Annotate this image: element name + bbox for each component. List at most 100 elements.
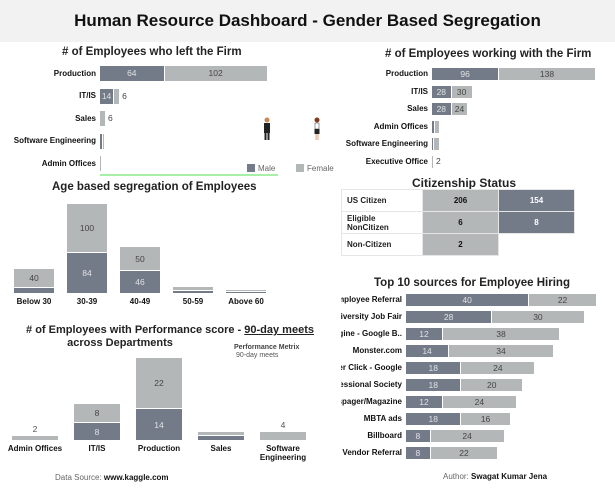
data-source: Data Source: www.kaggle.com <box>55 473 169 482</box>
legend-female-label: Female <box>307 164 334 173</box>
male-bar: 96 <box>432 68 499 80</box>
male-bar: 14 <box>100 88 114 104</box>
row-label: Production <box>385 69 428 78</box>
female-bar: 30 <box>451 85 472 98</box>
performance-title-pre: # of Employees with Performance score - <box>26 324 245 336</box>
female-bar: 6 <box>100 111 113 126</box>
female-bar: 138 <box>499 68 595 80</box>
row-label: Admin Offices <box>41 158 96 168</box>
column-label: Below 30 <box>16 297 52 306</box>
author: Author: Swagat Kumar Jena <box>443 472 547 481</box>
female-bar: 102 <box>164 66 267 81</box>
male-bar: 8 <box>74 422 120 440</box>
male-bar: 84 <box>67 252 107 293</box>
female-bar: 20 <box>461 379 523 391</box>
citizenship-table: US Citizen 206 154 Eligible NonCitizen 6 8 Non… <box>341 189 575 256</box>
performance-title-post: across <box>67 337 103 349</box>
male-bar <box>198 436 244 440</box>
row-label-box: Vendor Referral <box>341 448 402 460</box>
female-bar: 22 <box>529 294 596 306</box>
row-label: Admin Offices <box>373 121 428 131</box>
female-count: 206 <box>422 189 499 212</box>
female-bar: 22 <box>136 358 182 408</box>
female-count: 6 <box>422 211 499 234</box>
dashboard-title: Human Resource Dashboard - Gender Based … <box>0 0 615 42</box>
row-label: IT/IS <box>79 91 96 100</box>
author-label: Author: <box>443 472 472 481</box>
row-label: Pay Per Click - Google <box>341 363 402 372</box>
total-value: 2 <box>32 424 38 435</box>
female-bar <box>103 133 104 149</box>
performance-metric-filter[interactable]: 90-day meets <box>236 352 279 359</box>
row-label: IT/IS <box>411 86 428 96</box>
row-label: Professional Society <box>341 380 402 389</box>
male-bar: 28 <box>432 103 451 115</box>
citizenship-row: Eligible NonCitizen 6 8 <box>341 211 575 234</box>
column-label: 40-49 <box>129 297 151 306</box>
column-label: 50-59 <box>182 297 204 306</box>
author-name: Swagat Kumar Jena <box>471 472 548 481</box>
female-bar <box>173 286 213 291</box>
row-label-box: MBTA ads <box>341 414 402 426</box>
male-bar: 18 <box>406 413 461 425</box>
female-bar: 38 <box>442 328 559 340</box>
row-label-box: Professional Society <box>341 380 402 392</box>
female-bar: 24 <box>461 362 535 374</box>
male-count <box>499 234 575 256</box>
male-bar: 8 <box>406 430 430 442</box>
column-label: Software Engineering <box>259 444 307 462</box>
row-label-box: Monster.com <box>341 346 402 358</box>
left-firm-title: # of Employees who left the Firm <box>62 46 242 58</box>
column-label: Sales <box>210 444 232 453</box>
male-bar: 14 <box>136 408 182 440</box>
female-bar <box>434 138 439 150</box>
female-bar <box>226 290 266 291</box>
performance-title-line2: across Departments <box>4 337 336 349</box>
male-bar: 18 <box>406 379 461 391</box>
male-bar: 40 <box>406 294 529 306</box>
column-label: Admin Offices <box>7 444 63 453</box>
performance-title-em: 90-day meets <box>244 324 314 336</box>
row-label: Sales <box>407 104 428 113</box>
data-source-link[interactable]: www.kaggle.com <box>103 473 169 482</box>
male-bar <box>173 291 213 293</box>
row-label: Newspager/Magazine <box>341 397 402 406</box>
male-bar <box>432 138 434 150</box>
female-bar: 6 <box>114 88 127 104</box>
male-bar: 46 <box>120 271 160 293</box>
male-bar: 18 <box>406 362 461 374</box>
row-label-box: Billboard <box>341 431 402 443</box>
citizenship-row: Non-Citizen 2 <box>341 233 575 256</box>
row-label: earch Engine - Google B.. <box>341 329 402 338</box>
row-label: Billboard <box>367 431 402 440</box>
legend-male-swatch <box>247 164 255 172</box>
row-label: Sales <box>75 113 96 123</box>
column-label: IT/IS <box>88 444 106 453</box>
legend-female-swatch <box>296 164 304 172</box>
age-title: Age based segregation of Employees <box>52 181 257 193</box>
citizenship-label: US Citizen <box>341 189 423 212</box>
row-label-box: Diversity Job Fair <box>341 312 402 324</box>
row-label: MBTA ads <box>363 414 402 423</box>
female-bar <box>260 431 306 440</box>
female-bar <box>198 431 244 436</box>
male-bar: 12 <box>406 328 442 340</box>
male-bar: 12 <box>406 396 442 408</box>
female-count: 2 <box>422 233 499 256</box>
male-bar <box>432 120 434 133</box>
male-bar: 28 <box>406 311 492 323</box>
column-label: Above 60 <box>228 297 264 306</box>
female-bar: 24 <box>451 103 468 115</box>
male-count: 154 <box>498 189 575 212</box>
column-label: Production <box>137 444 181 453</box>
row-label-box: Newspager/Magazine <box>341 397 402 409</box>
citizenship-row: US Citizen 206 154 <box>341 189 575 212</box>
citizenship-title: Citizenship Status <box>412 176 517 190</box>
row-label: Vendor Referral <box>342 448 402 457</box>
female-bar <box>12 436 58 440</box>
female-bar: 40 <box>14 268 54 288</box>
performance-title-departments: Departments <box>105 337 173 349</box>
citizenship-label: Eligible NonCitizen <box>341 211 423 234</box>
female-bar: 22 <box>430 447 498 459</box>
female-bar <box>434 120 440 133</box>
